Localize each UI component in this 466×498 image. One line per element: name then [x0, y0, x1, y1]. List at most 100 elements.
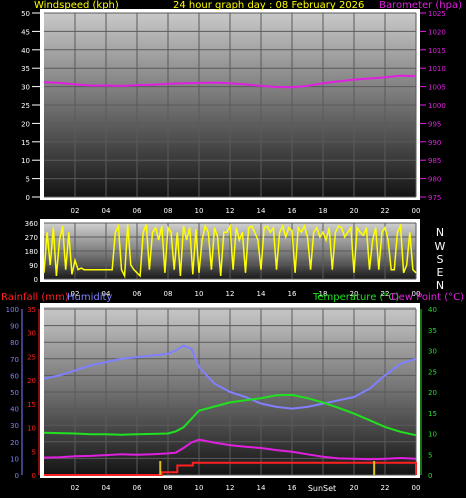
- temperature-tick-label: 0: [428, 472, 432, 480]
- time-tick-label: 14: [257, 290, 266, 298]
- barometer-line: [43, 74, 417, 89]
- time-tick-label: 08: [164, 484, 173, 492]
- time-tick-label: 20: [350, 290, 359, 298]
- barometer-tick-label: 1015: [428, 47, 446, 55]
- barometer-tick-label: 980: [428, 176, 441, 184]
- time-tick-label: 18: [319, 207, 328, 215]
- time-tick-label: 12: [226, 484, 235, 492]
- barometer-tick-label: 1010: [428, 65, 446, 73]
- time-tick-label: 16: [288, 484, 297, 492]
- humidity-tick-label: 80: [10, 339, 19, 347]
- barometer-tick-label: 975: [428, 194, 441, 202]
- time-tick-label: 14: [257, 484, 266, 492]
- temperature-tick-label: 10: [428, 431, 437, 439]
- barometer-tick-label: 1025: [428, 10, 446, 18]
- direction-series: [43, 223, 417, 279]
- time-tick-label: 16: [288, 290, 297, 298]
- humidity-tick-label: 40: [10, 406, 19, 414]
- barometer-series: [43, 74, 417, 89]
- direction-tick-label: 90: [29, 262, 38, 270]
- humidity-tick-label: 60: [10, 372, 19, 380]
- temperature-tick-label: 30: [428, 348, 437, 356]
- humidity-title: Humidity: [67, 292, 112, 303]
- windspeed-tick-label: 15: [21, 139, 30, 147]
- temperature-tick-label: 5: [428, 451, 432, 459]
- top-panel-grid: [44, 12, 417, 198]
- humidity-tick-label: 30: [10, 422, 19, 430]
- direction-line: [43, 223, 417, 279]
- time-tick-label: 22: [381, 484, 390, 492]
- time-tick-label: 20: [350, 207, 359, 215]
- humidity-tick-label: 100: [6, 306, 19, 314]
- humidity-tick-label: 10: [10, 455, 19, 463]
- rain-tick-label: 10: [27, 425, 36, 433]
- time-tick-label: 06: [133, 484, 142, 492]
- direction-tick-label: 360: [25, 220, 38, 228]
- temperature-tick-label: 25: [428, 368, 437, 376]
- humidity-tick-label: 20: [10, 439, 19, 447]
- humidity-tick-label: 50: [10, 389, 19, 397]
- direction-axis: 0 90 180 270 360: [25, 220, 38, 284]
- time-tick-label: 00: [412, 484, 421, 492]
- rain-tick-label: 0: [32, 472, 36, 480]
- humidity-tick-label: 0: [15, 472, 19, 480]
- time-tick-label: 12: [226, 290, 235, 298]
- direction-letter-e: E: [437, 266, 444, 279]
- windspeed-tick-label: 40: [21, 47, 30, 55]
- time-tick-label: 22: [381, 290, 390, 298]
- time-tick-label: 02: [71, 484, 80, 492]
- rain-tick-label: 5: [32, 448, 36, 456]
- humidity-tick-label: 70: [10, 356, 19, 364]
- direction-tick-label: 270: [25, 234, 38, 242]
- bottom-panel-axes: 0 10 20 30 40 50 60 70 80 90 100 0 5 10 15 20 25 30 35 0 5 10…: [6, 306, 437, 480]
- time-tick-label: 14: [257, 207, 266, 215]
- windspeed-tick-label: 45: [21, 28, 30, 36]
- time-tick-label: 20: [350, 484, 359, 492]
- time-tick-label: 10: [195, 207, 204, 215]
- direction-tick-label: 0: [34, 276, 38, 284]
- windspeed-title: Windspeed (kph): [34, 0, 119, 11]
- time-tick-label: 10: [195, 290, 204, 298]
- barometer-tick-label: 995: [428, 120, 441, 128]
- barometer-tick-label: 985: [428, 157, 441, 165]
- time-tick-label: 02: [71, 290, 80, 298]
- direction-letter-n-bottom: N: [436, 279, 444, 292]
- time-tick-label: 00: [412, 207, 421, 215]
- windspeed-tick-label: 35: [21, 65, 30, 73]
- time-tick-label: 00: [412, 290, 421, 298]
- sunset-label: SunSet: [308, 484, 336, 493]
- humidity-tick-label: 90: [10, 323, 19, 331]
- time-tick-label: 08: [164, 290, 173, 298]
- barometer-tick-label: 1005: [428, 84, 446, 92]
- temperature-tick-label: 15: [428, 410, 437, 418]
- barometer-title: Barometer (hpa): [379, 0, 462, 11]
- rain-tick-label: 20: [27, 377, 36, 385]
- temperature-title: Temperature (°C): [312, 292, 399, 303]
- barometer-tick-label: 1000: [428, 102, 446, 110]
- direction-letter-w: W: [435, 240, 446, 253]
- rainfall-line: [44, 461, 417, 476]
- windspeed-tick-label: 0: [26, 194, 30, 202]
- time-tick-label: 12: [226, 207, 235, 215]
- rainfall-title: Rainfall (mm): [1, 292, 69, 303]
- time-tick-label: 08: [164, 207, 173, 215]
- dewpoint-title: Dew Point (°C): [391, 292, 464, 303]
- time-tick-label: 02: [71, 207, 80, 215]
- windspeed-tick-label: 50: [21, 10, 30, 18]
- bottom-panel-series: [43, 344, 417, 476]
- rain-tick-label: 15: [27, 401, 36, 409]
- time-axes: 02 04 06 08 10 12 14 16 18 20 22 00 02 04 06 08 10 12 14 16…: [71, 207, 421, 492]
- windspeed-tick-label: 10: [21, 157, 30, 165]
- rain-tick-label: 35: [27, 306, 36, 314]
- windspeed-tick-label: 20: [21, 120, 30, 128]
- time-tick-label: 06: [133, 207, 142, 215]
- time-tick-label: 10: [195, 484, 204, 492]
- time-tick-label: 04: [102, 207, 111, 215]
- direction-letter-n-top: N: [436, 226, 444, 239]
- temperature-line: [43, 393, 417, 437]
- direction-panel-grid: [44, 222, 417, 280]
- temperature-tick-label: 40: [428, 306, 437, 314]
- rain-tick-label: 25: [27, 353, 36, 361]
- time-tick-label: 04: [102, 484, 111, 492]
